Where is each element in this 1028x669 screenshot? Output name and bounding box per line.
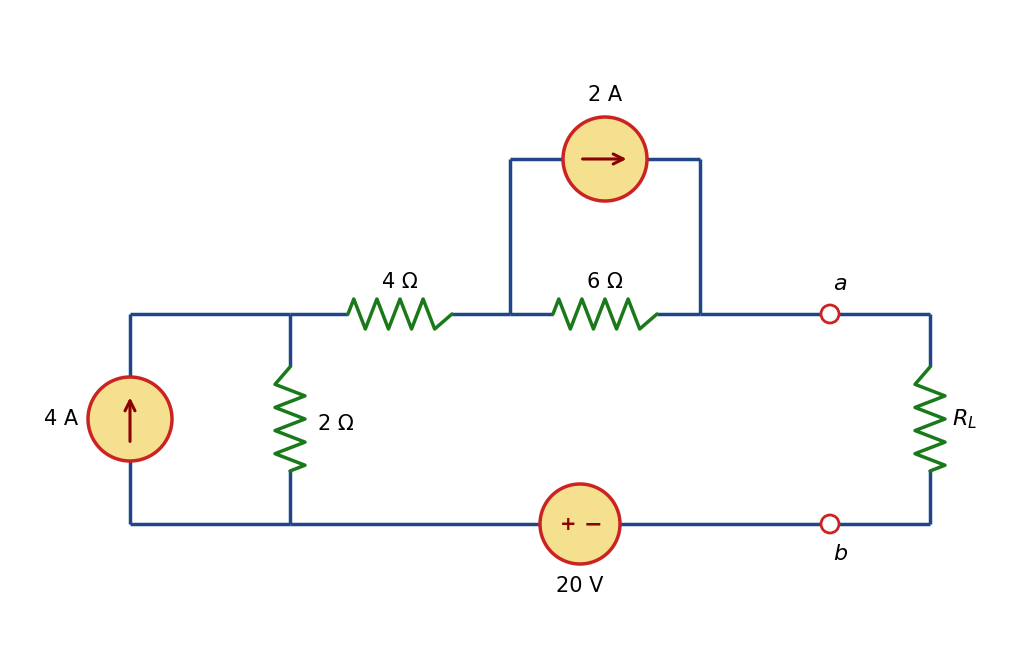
Text: $a$: $a$ bbox=[833, 274, 847, 294]
Circle shape bbox=[821, 305, 839, 323]
Text: 2 A: 2 A bbox=[588, 85, 622, 105]
Text: −: − bbox=[584, 514, 602, 534]
Circle shape bbox=[540, 484, 620, 564]
Circle shape bbox=[821, 515, 839, 533]
Circle shape bbox=[88, 377, 172, 461]
Text: 4 Ω: 4 Ω bbox=[382, 272, 417, 292]
Text: 20 V: 20 V bbox=[556, 576, 603, 596]
Text: $R_L$: $R_L$ bbox=[952, 407, 978, 431]
Text: 2 Ω: 2 Ω bbox=[318, 414, 354, 434]
Text: 4 A: 4 A bbox=[44, 409, 78, 429]
Text: +: + bbox=[560, 514, 577, 533]
Text: $b$: $b$ bbox=[833, 544, 848, 564]
Text: 6 Ω: 6 Ω bbox=[587, 272, 623, 292]
Circle shape bbox=[563, 117, 647, 201]
